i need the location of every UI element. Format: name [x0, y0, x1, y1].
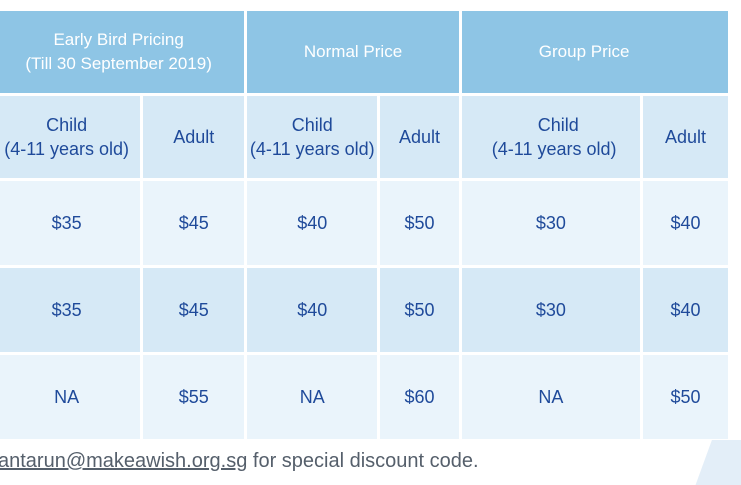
- child-column-header: Child (4-11 years old): [247, 96, 378, 178]
- normal-price-header: Normal Price: [247, 11, 459, 93]
- child-column-header: Child (4-11 years old): [0, 96, 141, 178]
- child-age-label: (4-11 years old): [491, 139, 617, 159]
- price-cell: $30: [461, 268, 641, 352]
- adult-column-header: Adult: [380, 96, 459, 178]
- price-cell: $40: [643, 181, 728, 265]
- price-cell: $50: [380, 268, 459, 352]
- adult-column-header: Adult: [143, 96, 245, 178]
- price-cell: $30: [461, 181, 641, 265]
- group-price-label: Group Price: [538, 42, 630, 61]
- email-link[interactable]: santarun@makeawish.org.sg: [0, 450, 248, 472]
- decorative-shape: [690, 440, 741, 485]
- price-cell: NA: [0, 355, 141, 439]
- price-cell: $35: [0, 268, 141, 352]
- price-cell: $50: [380, 181, 459, 265]
- pricing-header-row: Early Bird Pricing (Till 30 September 20…: [0, 11, 728, 93]
- child-column-header: Child (4-11 years old): [461, 96, 641, 178]
- early-bird-date: (Till 30 September 2019): [25, 54, 212, 73]
- child-label: Child: [291, 115, 333, 135]
- table-row: $35 $45 $40 $50 $30 $40: [0, 181, 728, 265]
- table-row: NA $55 NA $60 NA $50: [0, 355, 728, 439]
- price-cell: $45: [143, 268, 245, 352]
- table-row: $35 $45 $40 $50 $30 $40: [0, 268, 728, 352]
- price-cell: $40: [643, 268, 728, 352]
- price-cell: $40: [247, 268, 378, 352]
- discount-footnote: santarun@makeawish.org.sg for special di…: [0, 450, 479, 473]
- early-bird-header: Early Bird Pricing (Till 30 September 20…: [0, 11, 245, 93]
- price-cell: $40: [247, 181, 378, 265]
- early-bird-title: Early Bird Pricing: [53, 30, 184, 49]
- pricing-table: Early Bird Pricing (Till 30 September 20…: [0, 8, 731, 442]
- price-cell: NA: [461, 355, 641, 439]
- child-label: Child: [46, 115, 88, 135]
- price-cell: $60: [380, 355, 459, 439]
- footnote-text: for special discount code.: [247, 450, 479, 472]
- child-label: Child: [537, 115, 579, 135]
- group-price-header: Group Price: [461, 11, 728, 93]
- price-cell: $35: [0, 181, 141, 265]
- adult-column-header: Adult: [643, 96, 728, 178]
- child-age-label: (4-11 years old): [4, 139, 129, 159]
- price-cell: $55: [143, 355, 245, 439]
- price-cell: $50: [643, 355, 728, 439]
- price-cell: NA: [247, 355, 378, 439]
- pricing-subheader-row: Child (4-11 years old) Adult Child (4-11…: [0, 96, 728, 178]
- child-age-label: (4-11 years old): [249, 139, 375, 159]
- price-cell: $45: [143, 181, 245, 265]
